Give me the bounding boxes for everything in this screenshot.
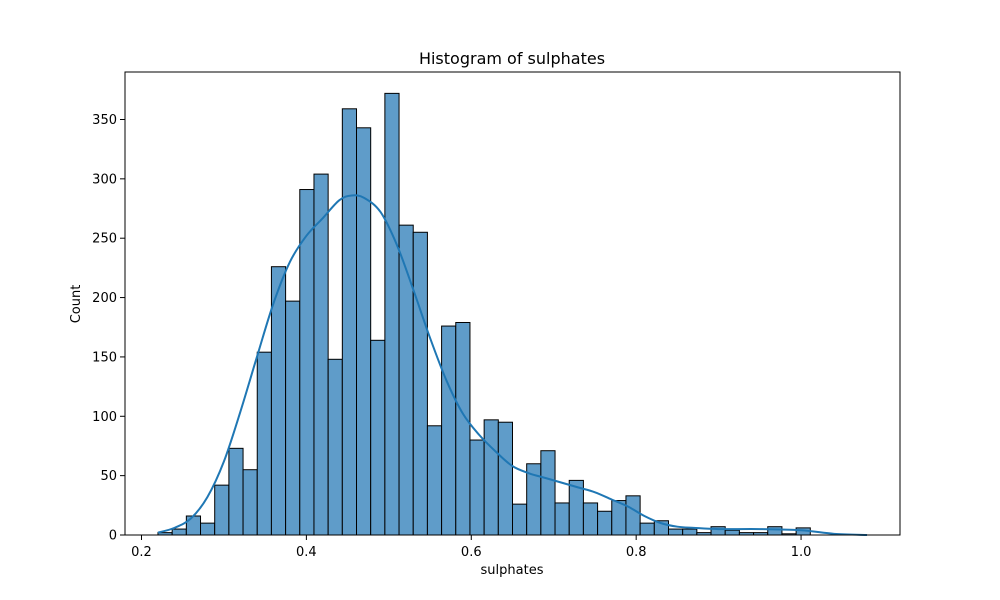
y-tick-label: 100 xyxy=(92,410,117,425)
histogram-bar xyxy=(412,231,428,536)
histogram-bar xyxy=(682,528,698,536)
histogram-bar xyxy=(582,502,599,536)
histogram-bar xyxy=(597,510,613,536)
kde-curve xyxy=(157,194,868,536)
histogram-bar xyxy=(341,108,358,536)
histogram-bar xyxy=(228,447,244,536)
histogram-bar xyxy=(724,529,740,536)
histogram-bar xyxy=(426,425,443,536)
y-tick-label: 300 xyxy=(92,172,117,187)
histogram-bar xyxy=(611,500,627,536)
histogram-bar xyxy=(512,503,528,536)
histogram-bar xyxy=(185,515,202,536)
x-tick-label: 0.2 xyxy=(131,545,152,560)
y-tick-label: 200 xyxy=(92,291,117,306)
histogram-bar xyxy=(540,450,556,536)
x-axis-label: sulphates xyxy=(481,563,544,578)
y-tick-label: 150 xyxy=(92,350,117,365)
x-tick-label: 0.4 xyxy=(296,545,317,560)
x-tick-label: 1.0 xyxy=(791,545,812,560)
histogram-bar xyxy=(356,127,372,536)
histogram-bar xyxy=(270,266,287,536)
histogram-bar xyxy=(384,92,400,536)
histogram-bar xyxy=(256,351,272,536)
y-axis: 0 50 100 150 200 250 300 350 xyxy=(92,113,125,544)
y-tick-label: 250 xyxy=(92,232,117,247)
histogram-bar xyxy=(767,526,783,536)
histogram-bar xyxy=(469,439,485,536)
x-tick-label: 0.8 xyxy=(626,545,647,560)
histogram-bar xyxy=(483,419,499,536)
histogram-bar xyxy=(313,173,329,536)
histogram-bar xyxy=(639,522,655,536)
histogram-bar xyxy=(242,469,258,536)
histogram-bar xyxy=(171,528,187,536)
histogram-bar xyxy=(625,495,641,536)
y-axis-label: Count xyxy=(69,285,84,324)
histogram-bar xyxy=(497,421,514,536)
histogram-bar xyxy=(327,358,343,536)
histogram-bar xyxy=(667,528,684,536)
histogram-bar xyxy=(441,325,457,536)
histogram-bar xyxy=(214,484,230,536)
x-axis: 0.2 0.4 0.6 0.8 1.0 xyxy=(131,535,811,560)
axes-frame xyxy=(124,71,901,536)
y-tick-label: 50 xyxy=(100,469,117,484)
x-tick-label: 0.6 xyxy=(461,545,482,560)
histogram-bar xyxy=(455,321,471,536)
y-tick-label: 0 xyxy=(109,529,117,544)
chart-title: Histogram of sulphates xyxy=(419,49,605,68)
histogram-bar xyxy=(200,522,216,536)
histogram-bar xyxy=(285,300,301,536)
histogram-bar xyxy=(370,339,386,536)
y-tick-label: 350 xyxy=(92,113,117,128)
histogram-bar xyxy=(554,502,570,536)
